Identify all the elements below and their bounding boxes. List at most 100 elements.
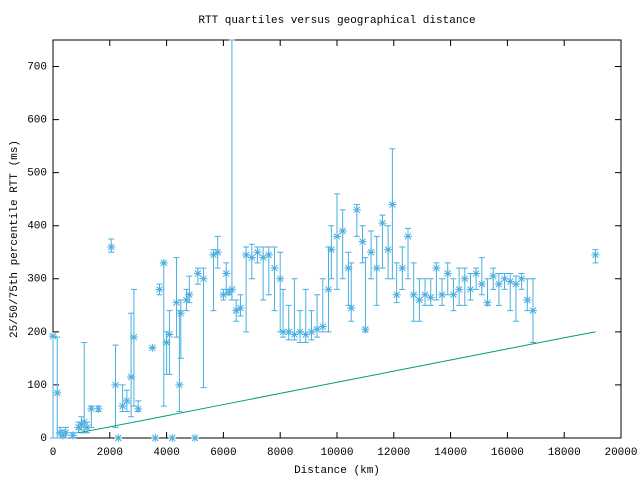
median-point xyxy=(438,290,447,299)
median-point xyxy=(367,248,376,257)
median-point xyxy=(107,242,116,251)
median-point xyxy=(344,264,353,273)
median-point xyxy=(193,269,202,278)
median-point xyxy=(176,309,185,318)
median-point xyxy=(477,280,486,289)
median-point xyxy=(159,258,168,267)
median-point xyxy=(511,280,520,289)
median-point xyxy=(264,250,273,259)
y-tick-label: 700 xyxy=(27,61,47,73)
median-point xyxy=(118,402,127,411)
error-bar xyxy=(461,267,468,306)
error-bar xyxy=(389,148,396,280)
median-point xyxy=(455,285,464,294)
median-point xyxy=(460,274,469,283)
median-point xyxy=(472,269,481,278)
median-point xyxy=(242,250,251,259)
median-point xyxy=(449,290,458,299)
median-point xyxy=(361,325,370,334)
median-point xyxy=(506,277,515,286)
median-point xyxy=(324,285,333,294)
median-point xyxy=(175,380,184,389)
median-point xyxy=(494,280,503,289)
median-point xyxy=(358,237,367,246)
error-bar xyxy=(345,251,352,306)
error-bar xyxy=(200,267,207,389)
median-point xyxy=(528,306,537,315)
error-bar xyxy=(177,299,184,359)
median-point xyxy=(213,248,222,257)
median-point xyxy=(87,404,96,413)
median-point xyxy=(83,423,92,432)
error-bar xyxy=(228,39,235,301)
error-bar xyxy=(163,331,170,375)
y-tick-label: 600 xyxy=(27,115,47,127)
median-point xyxy=(443,269,452,278)
median-point xyxy=(68,431,77,440)
error-bar xyxy=(271,246,278,312)
median-point xyxy=(209,250,218,259)
median-point xyxy=(415,296,424,305)
y-tick-label: 500 xyxy=(27,168,47,180)
median-point xyxy=(398,264,407,273)
x-tick-label: 14000 xyxy=(434,447,467,459)
x-tick-label: 8000 xyxy=(267,447,293,459)
median-point xyxy=(313,325,322,334)
median-point xyxy=(185,290,194,299)
median-point xyxy=(384,245,393,254)
median-point xyxy=(199,274,208,283)
y-tick-label: 100 xyxy=(27,380,47,392)
x-tick-label: 2000 xyxy=(97,447,123,459)
median-point xyxy=(148,343,157,352)
median-point xyxy=(227,285,236,294)
error-bar xyxy=(348,262,355,322)
error-bar xyxy=(176,310,183,412)
median-point xyxy=(372,264,381,273)
median-point xyxy=(155,285,164,294)
median-point xyxy=(426,293,435,302)
median-point xyxy=(165,330,174,339)
y-tick-label: 300 xyxy=(27,274,47,286)
median-point xyxy=(347,303,356,312)
median-point xyxy=(301,330,310,339)
median-point xyxy=(276,274,285,283)
x-tick-label: 10000 xyxy=(320,447,353,459)
error-bar xyxy=(166,310,173,375)
median-point xyxy=(466,285,475,294)
x-tick-label: 20000 xyxy=(604,447,637,459)
median-point xyxy=(151,434,160,442)
median-point xyxy=(94,404,103,413)
median-point xyxy=(162,338,171,347)
error-bar xyxy=(362,257,369,333)
y-tick-label: 0 xyxy=(40,433,47,445)
median-point xyxy=(284,327,293,336)
median-point xyxy=(129,333,138,342)
error-bar xyxy=(128,312,135,418)
median-point xyxy=(307,327,316,336)
x-tick-label: 16000 xyxy=(491,447,524,459)
median-point xyxy=(517,274,526,283)
median-point xyxy=(134,404,143,413)
median-point xyxy=(259,253,268,262)
median-point xyxy=(523,296,532,305)
x-tick-label: 0 xyxy=(50,447,57,459)
error-bar xyxy=(130,288,137,407)
median-point xyxy=(392,290,401,299)
median-point xyxy=(421,290,430,299)
median-point xyxy=(483,298,492,307)
error-bar xyxy=(50,335,56,439)
median-point xyxy=(232,306,241,315)
error-bar xyxy=(339,209,346,280)
error-bar xyxy=(297,310,304,343)
y-tick-label: 200 xyxy=(27,327,47,339)
median-point xyxy=(352,205,361,214)
median-point xyxy=(182,296,191,305)
median-point xyxy=(111,380,120,389)
median-point xyxy=(489,272,498,281)
error-bar xyxy=(223,262,230,296)
median-point xyxy=(53,388,62,397)
median-point xyxy=(168,434,177,442)
median-point xyxy=(279,327,288,336)
error-bar xyxy=(243,246,250,333)
